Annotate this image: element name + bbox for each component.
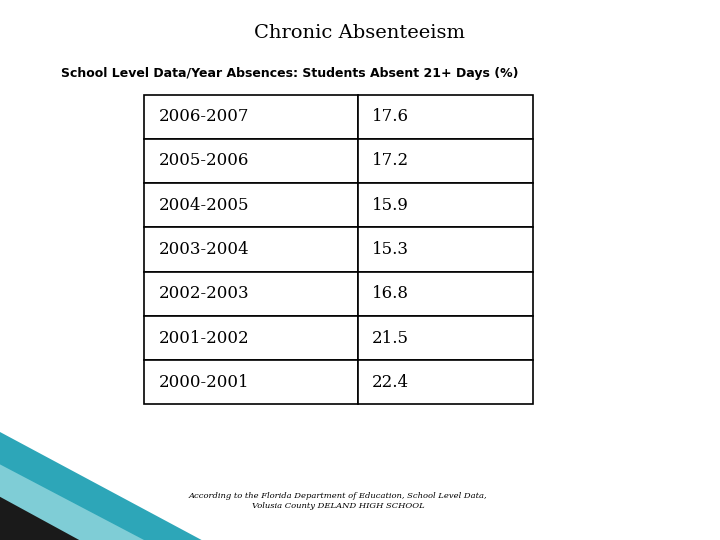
Text: 2005-2006: 2005-2006 — [158, 152, 249, 170]
Text: 15.3: 15.3 — [372, 241, 409, 258]
Text: 2006-2007: 2006-2007 — [158, 108, 249, 125]
Text: School Level Data/Year Absences: Students Absent 21+ Days (%): School Level Data/Year Absences: Student… — [61, 68, 518, 80]
Text: 2001-2002: 2001-2002 — [158, 329, 249, 347]
Text: 2004-2005: 2004-2005 — [158, 197, 249, 214]
Text: 15.9: 15.9 — [372, 197, 409, 214]
Text: 2000-2001: 2000-2001 — [158, 374, 249, 391]
Text: 2002-2003: 2002-2003 — [158, 285, 249, 302]
Text: 17.2: 17.2 — [372, 152, 410, 170]
Text: According to the Florida Department of Education, School Level Data,
Volusia Cou: According to the Florida Department of E… — [189, 492, 487, 510]
Text: 21.5: 21.5 — [372, 329, 409, 347]
Text: Chronic Absenteeism: Chronic Absenteeism — [254, 24, 466, 42]
Text: 2003-2004: 2003-2004 — [158, 241, 249, 258]
Text: 17.6: 17.6 — [372, 108, 409, 125]
Text: 16.8: 16.8 — [372, 285, 409, 302]
Text: 22.4: 22.4 — [372, 374, 410, 391]
